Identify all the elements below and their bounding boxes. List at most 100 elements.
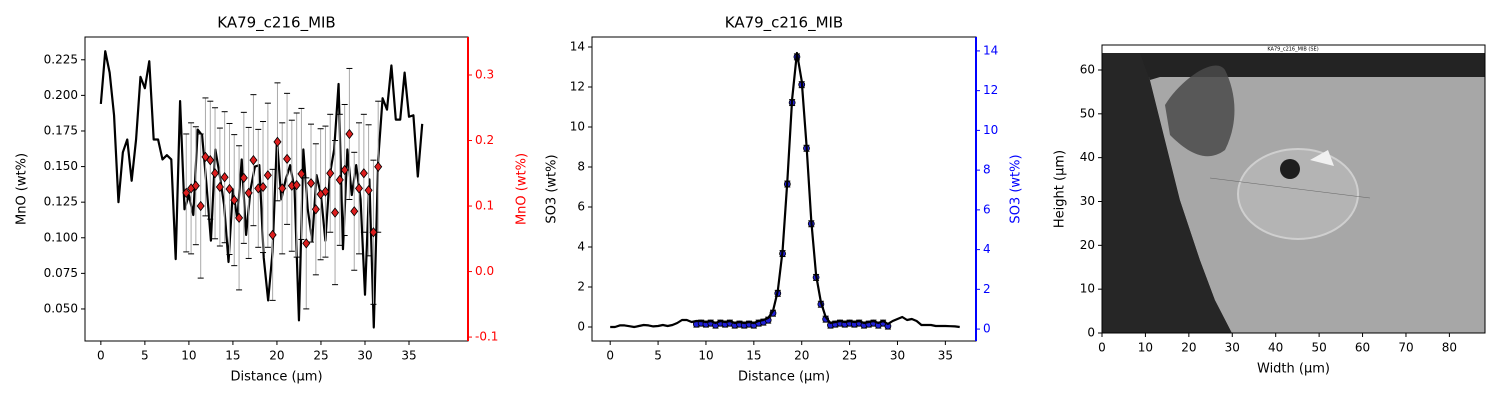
marker <box>331 207 340 218</box>
x-tick-label: 0 <box>1098 341 1106 355</box>
x-tick-label: 50 <box>1311 341 1326 355</box>
marker <box>364 185 373 196</box>
marker <box>191 180 200 191</box>
marker <box>326 168 335 179</box>
y-tick-label: 0.075 <box>44 266 78 280</box>
chart-title: KA79_c216_MIB <box>217 14 335 33</box>
y-tick-label: 40 <box>1080 150 1095 164</box>
marker <box>239 172 248 184</box>
x-tick-label: 80 <box>1442 341 1457 355</box>
y2-tick-label: 0 <box>983 322 991 336</box>
x-tick-label: 30 <box>1225 341 1240 355</box>
marker <box>259 181 268 193</box>
x-tick-label: 70 <box>1398 341 1413 355</box>
y-tick-label: 4 <box>577 240 585 254</box>
x-tick-label: 15 <box>225 349 240 363</box>
y2-tick-label: 12 <box>983 83 998 97</box>
marker <box>249 155 258 166</box>
y2-tick-label: 4 <box>983 242 991 256</box>
marker <box>345 128 354 140</box>
marker <box>273 136 282 147</box>
y-tick-label: 0.125 <box>44 195 78 209</box>
marker <box>307 177 316 189</box>
y-tick-label: 30 <box>1080 194 1095 208</box>
marker <box>374 161 383 172</box>
y-tick-label: 2 <box>577 280 585 294</box>
y-tick-label: 12 <box>570 80 585 94</box>
x-tick-label: 10 <box>181 349 196 363</box>
y-axis-label: SO3 (wt%) <box>545 154 560 223</box>
y-tick-label: 0.225 <box>44 52 78 66</box>
marker <box>182 187 191 199</box>
marker <box>230 194 239 206</box>
x-tick-label: 30 <box>357 349 372 363</box>
x-tick-label: 0 <box>606 349 614 363</box>
y-tick-label: 0.100 <box>44 230 78 244</box>
y-tick-label: 0.175 <box>44 123 78 137</box>
y-tick-label: 10 <box>1080 282 1095 296</box>
y-tick-label: 8 <box>577 160 585 174</box>
image-dark-region <box>1102 53 1232 333</box>
y-tick-label: 50 <box>1080 106 1095 120</box>
marker <box>268 229 277 241</box>
y2-tick-label: 0.0 <box>475 264 494 278</box>
x-tick-label: 30 <box>890 349 905 363</box>
x-tick-label: 10 <box>1138 341 1153 355</box>
axes-frame <box>591 36 977 342</box>
marker <box>196 200 205 212</box>
x-tick-label: 5 <box>654 349 662 363</box>
y-tick-label: 0.050 <box>44 301 78 315</box>
y-tick-label: 0.150 <box>44 159 78 173</box>
y2-tick-label: 8 <box>983 163 991 177</box>
marker <box>220 172 229 183</box>
marker <box>359 168 368 179</box>
y-tick-label: 0.200 <box>44 88 78 102</box>
chart-title: KA79_c216_MIB <box>725 14 843 33</box>
marker <box>201 151 210 163</box>
y-tick-label: 10 <box>570 120 585 134</box>
y2-tick-label: 6 <box>983 202 991 216</box>
image-title: KA79_c216_MIB (SE) <box>1267 47 1318 53</box>
image-bubble <box>1280 159 1300 179</box>
y-tick-label: 20 <box>1080 238 1095 252</box>
x-tick-label: 25 <box>313 349 328 363</box>
y-tick-label: 0 <box>1087 326 1095 340</box>
marker <box>206 155 215 166</box>
image-crystal <box>1310 150 1334 166</box>
x-axis-label: Distance (µm) <box>230 370 322 385</box>
y2-tick-label: -0.1 <box>475 330 498 344</box>
x-tick-label: 25 <box>842 349 857 363</box>
marker <box>283 153 292 165</box>
x-tick-label: 35 <box>938 349 953 363</box>
x-axis-label: Width (µm) <box>1257 362 1330 377</box>
y2-tick-label: 0.2 <box>475 133 494 147</box>
marker <box>321 186 330 197</box>
marker <box>354 183 364 194</box>
marker <box>369 227 378 238</box>
y-axis-label: Height (µm) <box>1053 150 1068 228</box>
x-tick-label: 15 <box>746 349 761 363</box>
y2-tick-label: 10 <box>983 123 998 137</box>
x-axis-label: Distance (µm) <box>738 370 830 385</box>
y-tick-label: 60 <box>1080 62 1095 76</box>
marker <box>235 212 244 223</box>
image-header <box>1102 45 1485 53</box>
y2-tick-label: 0.1 <box>475 199 494 213</box>
y2-axis-label: MnO (wt%) <box>515 153 530 225</box>
marker <box>302 238 311 249</box>
image-profile-line <box>1209 177 1371 199</box>
marker <box>297 168 306 180</box>
marker <box>335 174 344 185</box>
marker <box>244 187 253 199</box>
marker <box>278 183 287 194</box>
x-tick-label: 10 <box>698 349 713 363</box>
image-blob <box>1165 65 1235 157</box>
axes-frame <box>1101 44 1486 334</box>
x-tick-label: 20 <box>269 349 284 363</box>
marker <box>211 168 220 179</box>
marker <box>292 179 301 191</box>
image-inclusion <box>1237 148 1359 240</box>
x-tick-label: 40 <box>1268 341 1283 355</box>
